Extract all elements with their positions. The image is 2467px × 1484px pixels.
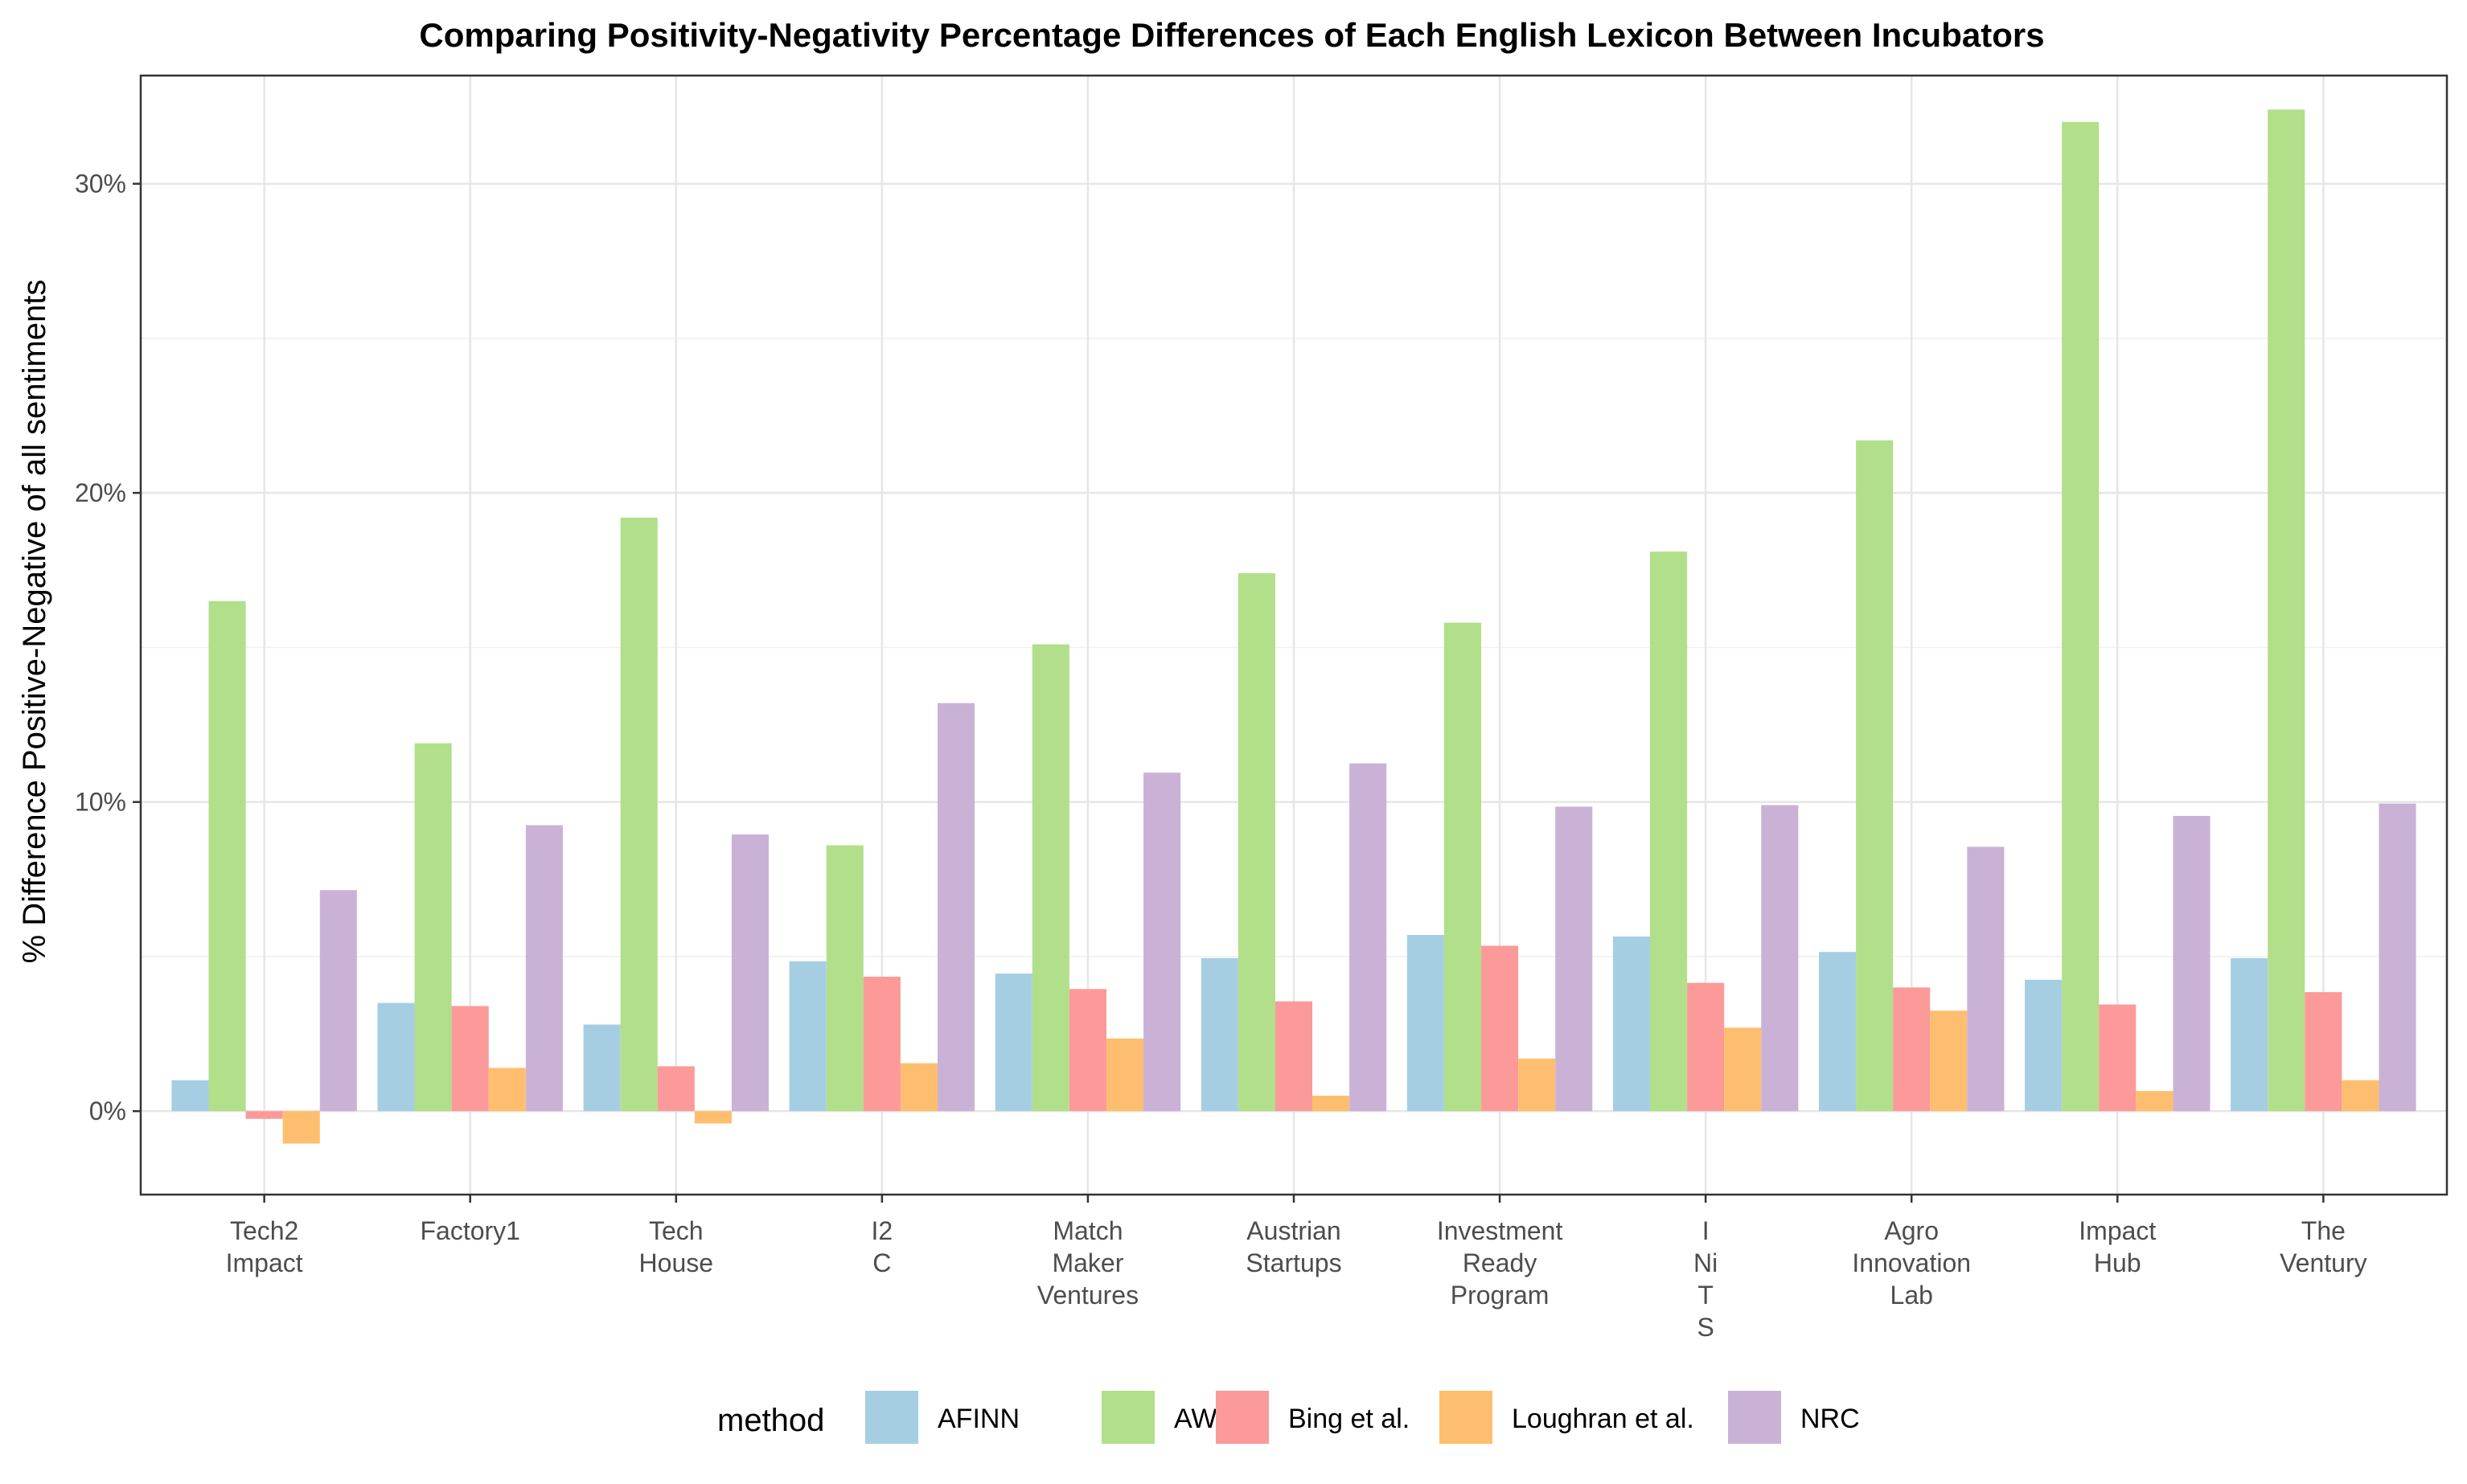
x-tick-label: I Ni T S <box>1693 1216 1718 1342</box>
bar <box>1312 1095 1350 1112</box>
y-tick-label: 20% <box>75 478 126 507</box>
legend-label: AFINN <box>938 1404 1020 1434</box>
bar <box>1069 989 1106 1112</box>
x-tick-label: Impact Hub <box>2079 1216 2156 1277</box>
bar <box>583 1024 621 1112</box>
bar <box>1238 573 1275 1112</box>
bar <box>1818 952 1857 1112</box>
bar <box>2379 803 2416 1112</box>
x-tick-label: Agro Innovation Lab <box>1852 1216 1971 1310</box>
bar <box>208 601 246 1112</box>
bar <box>414 743 452 1112</box>
bar <box>1481 945 1519 1112</box>
legend-label: NRC <box>1800 1404 1860 1434</box>
bar <box>2231 957 2268 1112</box>
bar <box>1349 763 1387 1112</box>
bar <box>1893 987 1931 1112</box>
bar <box>620 517 658 1112</box>
bar <box>826 845 864 1112</box>
x-tick-label: Austrian Startups <box>1246 1216 1341 1277</box>
bar <box>863 976 901 1112</box>
bar <box>1930 1011 1968 1112</box>
x-tick-label: Match Maker Ventures <box>1037 1216 1139 1310</box>
bar <box>171 1080 209 1112</box>
bar <box>1032 644 1069 1112</box>
bar <box>1555 806 1593 1112</box>
bar <box>319 890 357 1112</box>
y-tick-label: 0% <box>89 1097 126 1125</box>
x-tick-label: Factory1 <box>420 1216 519 1245</box>
bar <box>789 961 827 1112</box>
bar <box>1856 440 1894 1112</box>
bar <box>2062 121 2100 1112</box>
y-tick-label: 30% <box>75 170 126 199</box>
bar <box>900 1063 938 1112</box>
bar <box>2136 1091 2174 1112</box>
bar <box>937 703 975 1112</box>
bar <box>1106 1038 1144 1112</box>
bar <box>1406 934 1444 1112</box>
bar <box>488 1068 526 1112</box>
x-tick-label: Investment Ready Program <box>1437 1216 1563 1310</box>
legend-label: Bing et al. <box>1288 1404 1410 1434</box>
bar <box>2025 979 2063 1112</box>
bar <box>1724 1027 1762 1112</box>
x-tick-label: Tech House <box>639 1216 714 1277</box>
legend: method AFINN AWS Bing et al. Loughran et al… <box>717 1391 1860 1444</box>
bar <box>1687 982 1725 1112</box>
x-tick-label: Tech2 Impact <box>226 1216 303 1277</box>
legend-key <box>1216 1391 1269 1444</box>
bar <box>694 1111 732 1124</box>
legend-title: method <box>717 1403 824 1438</box>
bar <box>282 1111 320 1144</box>
legend-key <box>865 1391 918 1444</box>
bar <box>2305 992 2342 1112</box>
legend-key <box>1102 1391 1155 1444</box>
bar <box>377 1002 415 1112</box>
bar <box>2342 1080 2379 1112</box>
bar <box>1275 1001 1313 1112</box>
bar <box>245 1111 283 1119</box>
bar <box>1518 1058 1556 1112</box>
plot-area: 0% 10% 20% 30% Tech2 Impact Factory1 Tech House I… <box>75 74 2449 1342</box>
legend-key <box>1728 1391 1781 1444</box>
bar <box>2099 1004 2137 1112</box>
bar <box>1612 936 1651 1112</box>
chart-title: Comparing Positivity-Negativity Percenta… <box>419 16 2044 54</box>
bar <box>657 1066 695 1112</box>
y-tick-label: 10% <box>75 788 126 817</box>
bar <box>731 834 770 1112</box>
y-axis-title: % Difference Positive-Negative of all se… <box>17 280 52 964</box>
bar <box>451 1006 489 1112</box>
x-tick-label: The Ventury <box>2280 1216 2367 1277</box>
bar <box>2173 815 2210 1112</box>
bar <box>1967 847 2005 1112</box>
legend-key <box>1439 1391 1492 1444</box>
bar <box>2268 109 2305 1112</box>
bar <box>1201 957 1238 1112</box>
bar <box>1650 551 1688 1112</box>
bar <box>1443 622 1482 1112</box>
bar <box>1761 805 1799 1112</box>
bar <box>995 974 1032 1112</box>
legend-label: Loughran et al. <box>1512 1404 1694 1434</box>
bar <box>1143 773 1181 1112</box>
x-tick-label: I2 C <box>872 1216 893 1277</box>
bar <box>525 825 563 1112</box>
